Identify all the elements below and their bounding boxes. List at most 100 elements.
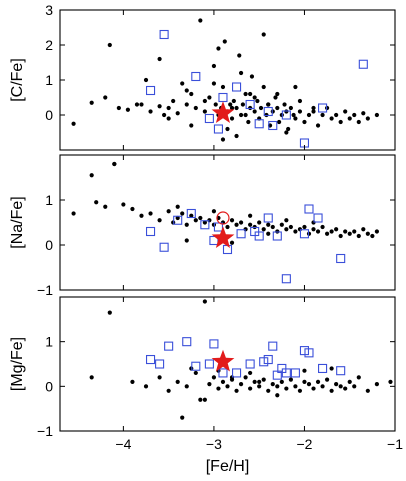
data-point-dot — [286, 126, 291, 132]
data-point-dot — [270, 224, 275, 230]
plot-area — [71, 161, 379, 284]
data-point-square — [209, 235, 219, 246]
data-point-dot — [352, 229, 357, 234]
data-point-dot — [306, 382, 312, 387]
data-point-dot — [125, 107, 131, 112]
plot-area — [89, 299, 393, 420]
data-point-dot — [248, 91, 253, 97]
data-point-dot — [282, 102, 287, 107]
data-point-dot — [284, 130, 289, 135]
data-point-square — [218, 368, 228, 378]
data-point-square — [254, 119, 264, 129]
data-point-dot — [180, 81, 185, 86]
data-point-dot — [275, 105, 280, 111]
data-point-dot — [234, 133, 239, 139]
data-point-dot — [166, 105, 171, 111]
data-point-dot — [279, 222, 284, 227]
data-point-square — [304, 348, 314, 358]
data-point-dot — [320, 384, 325, 389]
data-point-square — [204, 113, 214, 124]
data-point-dot — [71, 211, 76, 216]
data-point-dot — [277, 119, 282, 125]
data-point-dot — [311, 227, 316, 232]
data-point-dot — [261, 84, 266, 90]
data-point-dot — [311, 109, 316, 114]
data-point-dot — [238, 70, 244, 76]
data-point-dot — [266, 231, 271, 236]
data-point-dot — [255, 98, 260, 104]
data-point-dot — [220, 137, 226, 142]
y-tick-label: −1 — [37, 423, 53, 439]
data-point-dot — [257, 379, 262, 384]
data-point-dot — [94, 200, 99, 205]
data-point-dot — [189, 123, 194, 128]
data-point-dot — [248, 386, 253, 391]
y-axis-label: [C/Fe] — [9, 58, 26, 102]
data-point-dot — [311, 386, 316, 391]
data-point-dot — [103, 204, 108, 209]
data-point-square — [222, 244, 233, 255]
data-point-dot — [184, 88, 189, 93]
data-point-square — [145, 85, 156, 96]
data-point-dot — [202, 98, 207, 104]
data-point-dot — [229, 105, 235, 111]
data-point-dot — [103, 95, 108, 100]
data-point-dot — [338, 233, 343, 239]
data-point-dot — [175, 379, 180, 384]
data-point-dot — [329, 366, 334, 371]
data-point-square — [213, 124, 223, 134]
data-point-square — [268, 341, 278, 351]
data-point-dot — [311, 105, 316, 111]
data-point-star — [211, 349, 235, 372]
data-point-dot — [198, 397, 203, 402]
data-point-dot — [297, 388, 303, 393]
data-point-dot — [112, 161, 117, 167]
y-tick-label: 0 — [45, 107, 53, 123]
data-point-dot — [248, 222, 253, 227]
y-tick-label: 1 — [45, 72, 53, 88]
data-point-dot — [139, 102, 144, 107]
data-point-square — [145, 226, 156, 237]
data-point-dot — [213, 102, 218, 107]
data-point-dot — [234, 222, 239, 227]
data-point-dot — [234, 105, 239, 111]
data-point-dot — [184, 238, 189, 243]
data-point-dot — [284, 218, 289, 223]
data-point-dot — [184, 102, 189, 107]
data-point-square — [299, 229, 310, 239]
data-point-square — [263, 354, 273, 365]
panel-3: −1 0 1 [Mg/Fe] — [9, 296, 396, 439]
data-point-square — [186, 208, 196, 219]
data-point-dot — [225, 126, 230, 132]
data-point-dot — [211, 209, 217, 214]
data-point-dot — [130, 206, 135, 212]
data-point-dot — [266, 222, 271, 227]
data-point-square — [182, 337, 192, 347]
data-point-square — [209, 339, 219, 349]
data-point-dot — [388, 379, 393, 384]
data-point-dot — [134, 102, 140, 107]
panel-2: −1 0 1 [Na/Fe] — [9, 154, 396, 298]
data-point-dot — [273, 95, 278, 100]
data-point-dot — [71, 121, 76, 126]
data-point-dot — [252, 379, 257, 384]
data-point-dot — [180, 211, 185, 216]
data-point-dot — [293, 84, 298, 90]
data-point-dot — [257, 384, 262, 389]
data-point-dot — [175, 204, 180, 209]
data-point-dot — [166, 116, 171, 121]
y-tick-label: 1 — [45, 192, 53, 208]
data-point-dot — [288, 377, 293, 382]
data-point-dot — [157, 56, 162, 62]
data-point-dot — [302, 224, 307, 230]
data-point-dot — [171, 98, 176, 104]
data-point-dot — [193, 370, 198, 376]
data-point-dot — [198, 18, 203, 23]
data-point-dot — [302, 119, 307, 125]
data-point-dot — [370, 233, 375, 239]
data-point-dot — [246, 119, 251, 125]
data-point-dot — [216, 46, 221, 51]
data-point-square — [236, 229, 246, 239]
data-point-dot — [338, 384, 343, 389]
